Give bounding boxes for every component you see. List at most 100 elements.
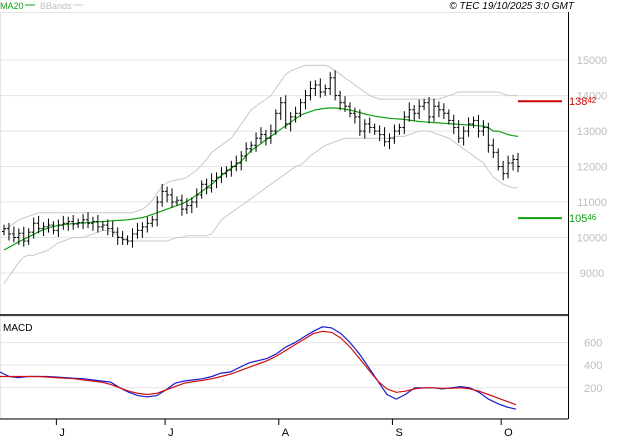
price-bar xyxy=(263,129,268,146)
price-bar xyxy=(204,178,209,195)
price-bar xyxy=(333,70,338,101)
legend-bbands: BBands xyxy=(40,1,72,11)
ma20-layer xyxy=(3,107,519,251)
support-level-label: 10546 xyxy=(569,213,597,225)
price-bar xyxy=(135,222,140,239)
price-bar xyxy=(140,222,145,238)
price-bar xyxy=(372,123,377,135)
price-gridlines xyxy=(0,59,568,274)
price-bar xyxy=(165,186,170,203)
price-bar xyxy=(31,217,36,239)
bb-upper-line xyxy=(3,64,518,231)
price-y-tick-label: 11000 xyxy=(577,197,607,209)
price-bar xyxy=(436,101,441,118)
price-bar xyxy=(516,152,520,173)
price-bar xyxy=(209,173,214,193)
price-bar xyxy=(273,109,278,135)
price-bar xyxy=(105,219,110,236)
price-bar xyxy=(431,98,436,122)
price-y-tick-label: 9000 xyxy=(580,268,604,280)
price-bar xyxy=(145,216,150,233)
price-bar xyxy=(179,194,184,216)
price-bar xyxy=(288,112,293,132)
bb-lower-line xyxy=(3,130,518,284)
price-bar xyxy=(441,103,446,120)
price-bar xyxy=(259,127,263,143)
price-bar xyxy=(412,104,417,121)
price-bar xyxy=(377,125,382,142)
price-bar xyxy=(506,155,511,179)
ma20-line xyxy=(3,107,519,251)
price-bar xyxy=(155,196,160,227)
macd-y-axis: 200 400 600 xyxy=(584,338,602,395)
price-bar xyxy=(160,183,165,207)
price-bar xyxy=(110,221,115,237)
price-y-tick-label: 15000 xyxy=(577,55,608,67)
price-bar xyxy=(461,126,466,146)
price-bar xyxy=(422,98,427,111)
price-bar xyxy=(303,89,308,110)
resistance-level-label: 13842 xyxy=(569,96,597,108)
legend-ma20: MA20 xyxy=(0,1,24,11)
price-bar xyxy=(194,188,199,208)
price-bar xyxy=(95,214,100,233)
price-bar xyxy=(61,215,66,230)
price-bar xyxy=(338,90,343,111)
price-bar xyxy=(41,222,46,237)
price-bar xyxy=(352,107,357,124)
price-bar xyxy=(234,155,239,172)
price-y-tick-label: 14000 xyxy=(577,91,608,103)
price-bar xyxy=(387,133,392,150)
price-bar xyxy=(466,117,471,137)
price-bar xyxy=(46,218,51,233)
x-axis-month-label: O xyxy=(504,427,513,439)
macd-panel-frame xyxy=(0,316,569,419)
price-bar xyxy=(239,151,244,171)
macd-panel-title: MACD xyxy=(3,323,32,334)
price-bar xyxy=(51,221,56,235)
price-bar xyxy=(318,78,323,98)
price-bar xyxy=(298,98,303,118)
price-bar xyxy=(486,122,491,153)
price-bar xyxy=(130,228,135,248)
price-bar xyxy=(21,226,26,247)
x-axis-month-label: S xyxy=(395,427,402,439)
price-bar xyxy=(36,215,41,234)
price-bar xyxy=(328,72,333,96)
price-bar xyxy=(268,124,273,144)
price-bar xyxy=(347,102,352,118)
price-bar xyxy=(224,166,229,178)
macd-y-tick-label: 400 xyxy=(584,360,602,372)
price-bar xyxy=(481,120,486,136)
copyright-timestamp: © TEC 19/10/2025 3:0 GMT xyxy=(449,1,575,12)
price-bar xyxy=(293,106,298,123)
price-bar xyxy=(496,148,501,171)
price-bar xyxy=(456,120,461,143)
price-bar xyxy=(446,109,451,125)
price-bar xyxy=(71,214,76,230)
price-y-tick-label: 10000 xyxy=(577,233,608,245)
price-bar xyxy=(308,81,313,101)
price-bar xyxy=(125,235,130,245)
macd-y-tick-label: 600 xyxy=(584,338,602,350)
price-bar xyxy=(427,97,432,124)
price-bar xyxy=(491,138,496,159)
macd-gridlines xyxy=(0,342,568,389)
x-axis-month-label: J xyxy=(168,427,174,439)
price-bar xyxy=(407,102,412,122)
x-axis-month-label: J xyxy=(59,427,65,439)
price-bar xyxy=(26,228,31,245)
price-bar xyxy=(16,228,21,245)
price-bar xyxy=(451,114,456,135)
price-y-tick-label: 13000 xyxy=(577,126,608,138)
price-bar xyxy=(150,215,155,228)
price-levels: 13842 10546 xyxy=(518,96,597,225)
price-bar xyxy=(115,227,120,245)
price-bar xyxy=(11,226,16,243)
price-bar xyxy=(357,109,362,136)
macd-lines xyxy=(0,326,517,410)
price-bar xyxy=(249,141,254,153)
